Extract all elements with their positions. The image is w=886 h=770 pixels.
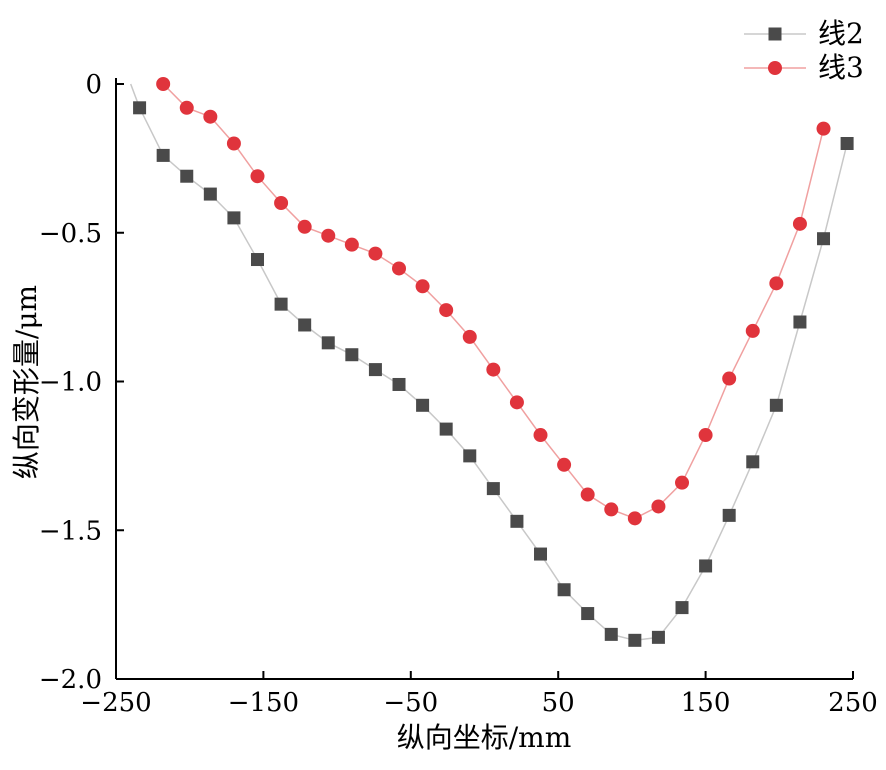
data-point <box>817 232 831 246</box>
data-point <box>557 583 571 597</box>
data-point <box>250 169 265 184</box>
data-point <box>415 279 430 294</box>
y-tick-label: −2.0 <box>39 665 102 695</box>
data-point <box>274 196 289 210</box>
data-point <box>604 502 619 517</box>
data-point <box>793 315 807 329</box>
x-tick-label: 250 <box>828 688 878 718</box>
data-point <box>368 363 382 377</box>
data-point <box>769 398 783 412</box>
series-line <box>162 83 825 520</box>
x-axis-title: 纵向坐标/mm <box>397 721 572 754</box>
data-point <box>486 362 501 377</box>
legend-marker <box>768 61 782 75</box>
data-point <box>462 329 477 344</box>
data-point <box>203 187 217 201</box>
data-point <box>509 395 524 410</box>
data-point <box>510 514 524 528</box>
legend-marker <box>768 27 782 41</box>
data-point <box>746 455 760 469</box>
data-point <box>792 216 807 231</box>
data-point <box>439 303 454 318</box>
axes: −250 −150 −50 50 150 250 0 −0.5 −1.0 −1.5 −2.0 <box>39 70 878 718</box>
data-point <box>227 211 241 225</box>
data-point <box>816 121 831 136</box>
data-point <box>416 398 430 412</box>
data-point <box>392 377 406 391</box>
y-tick-label: −1.0 <box>39 368 102 398</box>
data-point <box>722 508 736 522</box>
data-point <box>180 169 194 183</box>
data-point <box>745 323 760 338</box>
x-tick-label: −50 <box>383 688 438 718</box>
data-point <box>698 428 713 443</box>
x-tick-label: −150 <box>228 688 299 718</box>
data-point <box>627 511 642 526</box>
series-layer <box>129 77 854 647</box>
data-point <box>156 77 171 91</box>
data-point <box>722 371 737 386</box>
data-point <box>534 547 548 561</box>
data-point <box>651 630 665 644</box>
y-tick-label: −1.5 <box>39 516 102 546</box>
legend-label: 线2 <box>818 17 864 50</box>
x-tick-label: −250 <box>80 688 151 718</box>
y-tick-label: 0 <box>85 70 102 100</box>
data-point <box>345 348 359 362</box>
data-point <box>486 482 500 496</box>
data-point <box>557 457 572 472</box>
data-point <box>581 607 595 621</box>
data-point <box>651 499 666 514</box>
data-point <box>298 318 312 332</box>
data-point <box>699 559 713 573</box>
data-point <box>226 136 241 151</box>
y-tick-label: −0.5 <box>39 219 102 249</box>
y-axis-title: 纵向变形量/μm <box>10 285 43 479</box>
data-point <box>274 297 288 311</box>
data-point <box>463 449 477 463</box>
data-point <box>675 475 690 490</box>
legend-item: 线2 <box>744 17 864 50</box>
data-point <box>533 428 548 443</box>
data-point <box>840 137 854 150</box>
x-tick-label: 50 <box>542 688 575 718</box>
data-point <box>344 237 359 252</box>
data-point <box>203 109 218 124</box>
data-point <box>392 261 407 276</box>
data-point <box>321 336 335 350</box>
data-point <box>321 228 336 243</box>
legend-label: 线3 <box>818 51 864 84</box>
series-2 <box>156 77 831 526</box>
data-point <box>604 627 618 641</box>
data-point <box>628 633 642 647</box>
data-point <box>368 246 383 261</box>
data-point <box>179 100 194 115</box>
data-point <box>297 219 312 234</box>
data-point <box>675 601 689 615</box>
series-line <box>129 83 848 642</box>
legend-item: 线3 <box>744 51 864 84</box>
data-point <box>439 422 453 436</box>
data-point <box>769 276 784 291</box>
data-point <box>156 148 170 162</box>
series-1 <box>129 83 854 647</box>
x-tick-label: 150 <box>681 688 731 718</box>
data-point <box>133 101 147 115</box>
data-point <box>251 253 265 267</box>
data-point <box>580 487 595 502</box>
